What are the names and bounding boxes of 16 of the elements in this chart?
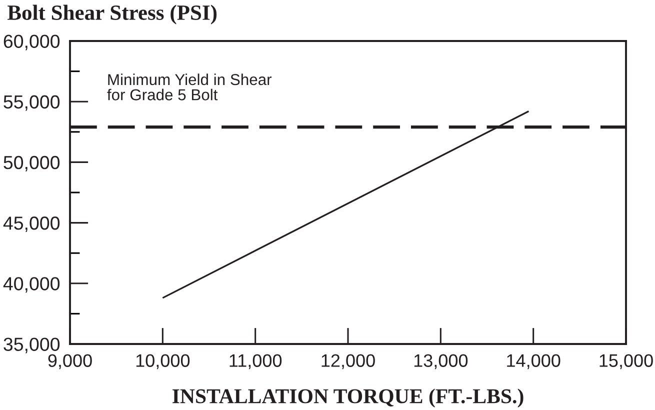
y-tick-label: 60,000 xyxy=(4,34,60,50)
y-tick-label: 50,000 xyxy=(4,156,60,172)
x-axis-title: INSTALLATION TORQUE (FT.-LBS.) xyxy=(172,388,524,408)
x-tick-label: 10,000 xyxy=(136,354,190,370)
x-tick-label: 11,000 xyxy=(230,354,282,370)
y-tick-label: 40,000 xyxy=(3,277,60,293)
x-tick-label: 12,000 xyxy=(322,354,375,370)
ref-line-label: Minimum Yield in Shear for Grade 5 Bolt xyxy=(107,74,272,100)
x-tick-label: 9,000 xyxy=(48,354,92,370)
x-tick-label: 14,000 xyxy=(507,354,560,370)
x-tick-label: 15,000 xyxy=(600,354,653,370)
y-tick-label: 35,000 xyxy=(4,338,60,354)
y-tick-label: 45,000 xyxy=(3,216,60,232)
x-tick-label: 13,000 xyxy=(414,354,468,370)
y-tick-label: 55,000 xyxy=(4,95,60,111)
y-axis-title: Bolt Shear Stress (PSI) xyxy=(8,4,217,24)
